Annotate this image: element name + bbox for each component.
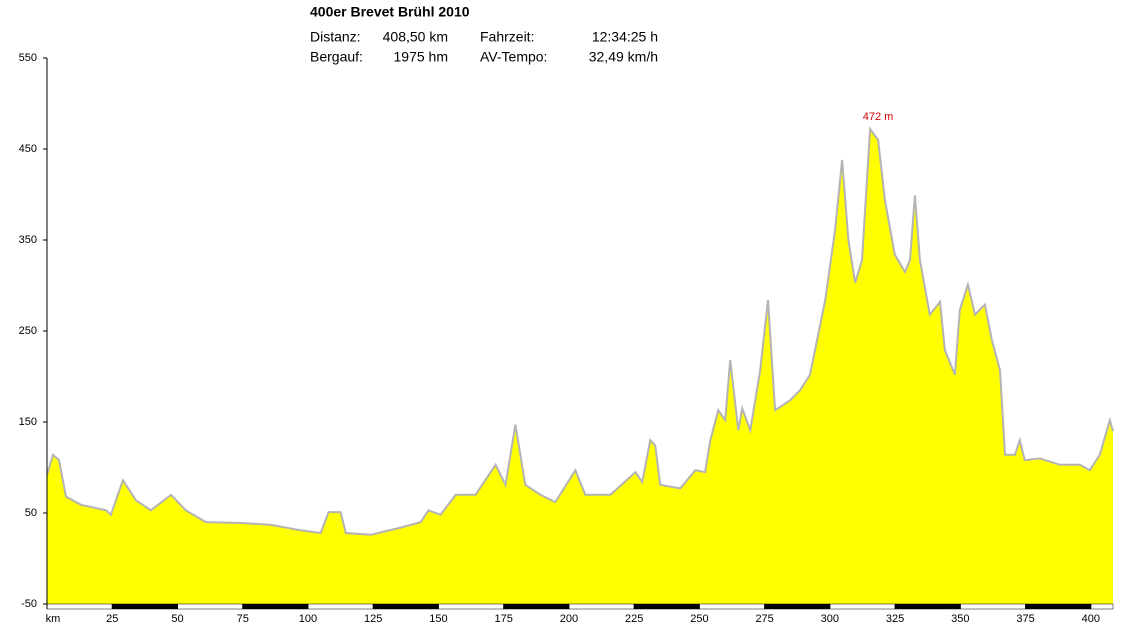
x-tick-label: 75 [237,613,249,625]
x-axis-segment [895,604,961,609]
elevation-line [46,126,1114,536]
x-tick-label: km [46,613,61,625]
x-tick-label: 175 [494,613,512,625]
stat-label: Bergauf: [310,49,363,65]
chart-title: 400er Brevet Brühl 2010 [310,4,470,20]
x-axis-segment [503,604,569,609]
x-tick-label: 25 [106,613,118,625]
x-tick-label: 125 [364,613,382,625]
x-tick-label: 150 [429,613,447,625]
y-tick-label: 550 [19,52,37,64]
x-axis-segment [1025,604,1091,609]
x-tick-label: 375 [1016,613,1034,625]
y-tick-label: 150 [19,416,37,428]
stat-label: Distanz: [310,29,361,45]
y-tick-label: 350 [19,234,37,246]
x-axis-segment [634,604,700,609]
stat-label: Fahrzeit: [480,29,534,45]
y-tick-label: 450 [19,143,37,155]
elevation-area [47,129,1113,604]
x-tick-label: 275 [755,613,773,625]
y-tick-label: 50 [25,507,37,519]
stat-value: 1975 hm [394,49,448,65]
x-tick-label: 200 [560,613,578,625]
x-axis-segment [242,604,308,609]
x-tick-label: 225 [625,613,643,625]
stat-value: 12:34:25 h [592,29,658,45]
x-axis-segment [373,604,439,609]
x-axis-segment [764,604,830,609]
x-tick-label: 400 [1082,613,1100,625]
stat-value: 32,49 km/h [589,49,658,65]
x-tick-label: 50 [171,613,183,625]
y-tick-label: -50 [21,598,37,610]
peak-annotation: 472 m [863,111,894,123]
stat-value: 408,50 km [383,29,448,45]
x-tick-label: 300 [821,613,839,625]
stat-label: AV-Tempo: [480,49,547,65]
x-tick-label: 250 [690,613,708,625]
x-axis-segment [112,604,178,609]
x-tick-label: 350 [951,613,969,625]
y-tick-label: 250 [19,325,37,337]
x-tick-label: 100 [299,613,317,625]
x-tick-label: 325 [886,613,904,625]
